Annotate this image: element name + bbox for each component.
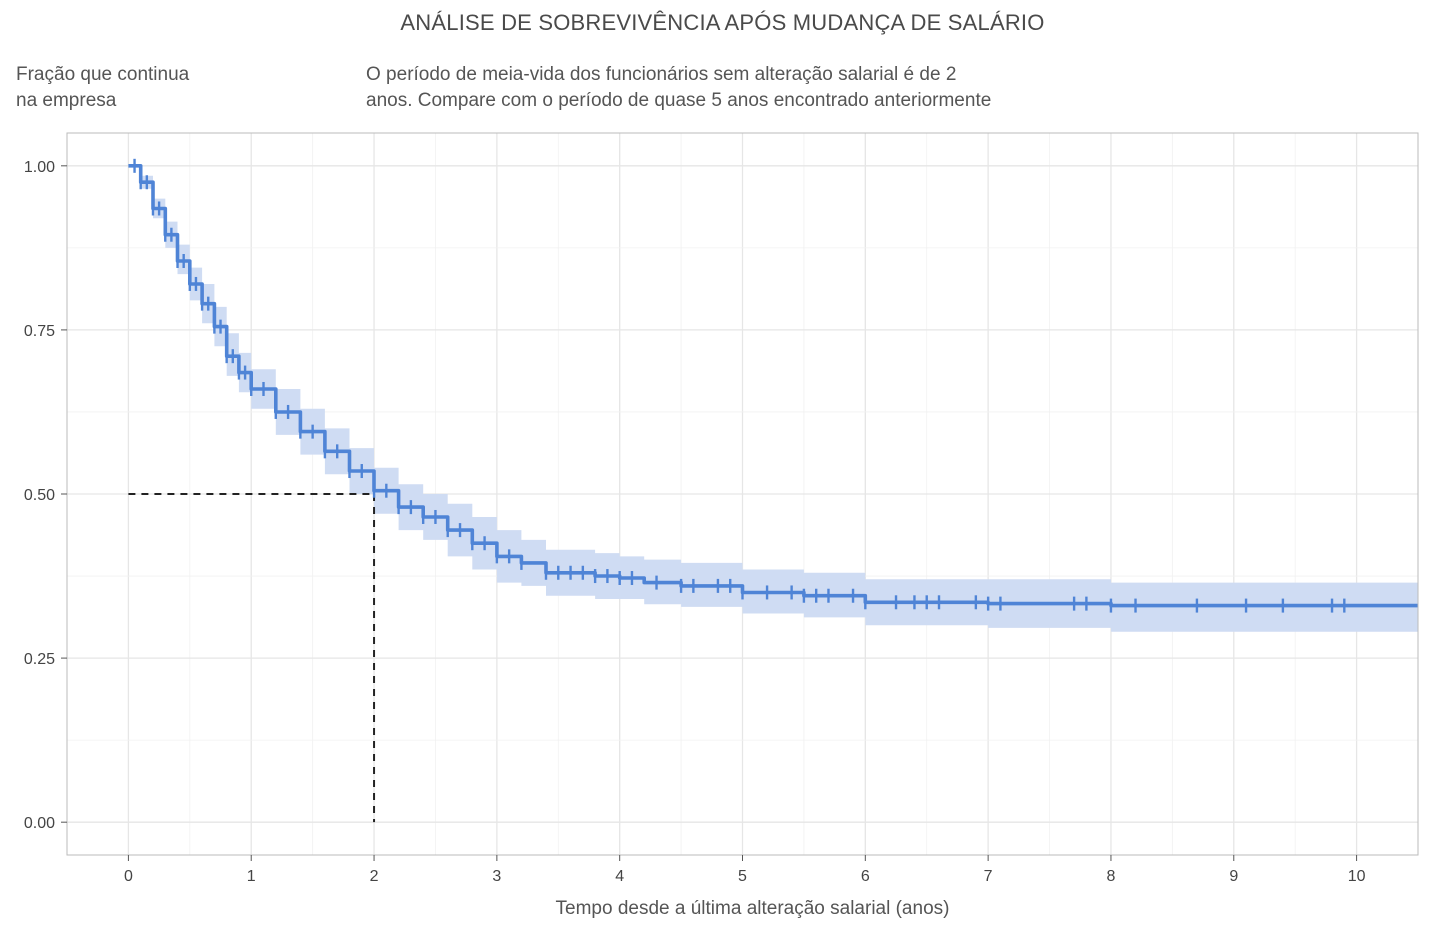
- confidence-band: [128, 165, 1418, 632]
- x-tick-label: 7: [984, 868, 993, 885]
- x-tick-label: 1: [247, 868, 256, 885]
- y-tick-label: 0.00: [24, 815, 55, 832]
- survival-line: [128, 164, 1418, 608]
- y-tick-label: 0.50: [24, 487, 55, 504]
- y-tick-label: 1.00: [24, 159, 55, 176]
- y-axis-ticks: 0.00 0.25 0.50 0.75 1.00: [24, 159, 67, 832]
- x-axis-label: Tempo desde a última alteração salarial …: [556, 898, 950, 919]
- y-tick-label: 0.25: [24, 651, 55, 668]
- y-tick-label: 0.75: [24, 323, 55, 340]
- x-tick-label: 10: [1348, 868, 1366, 885]
- censor-marks: [133, 158, 1346, 613]
- x-tick-label: 8: [1107, 868, 1116, 885]
- reference-lines: [128, 493, 376, 823]
- x-tick-label: 2: [370, 868, 379, 885]
- grid: [66, 133, 1418, 855]
- x-tick-label: 4: [615, 868, 624, 885]
- chart-title: ANÁLISE DE SOBREVIVÊNCIA APÓS MUDANÇA DE…: [400, 10, 1045, 35]
- x-tick-label: 3: [492, 868, 501, 885]
- x-axis-ticks: 0 1 2 3 4 5 6 7 8 9 10: [124, 855, 1366, 885]
- x-tick-label: 0: [124, 868, 133, 885]
- chart-subtitle: O período de meia-vida dos funcionários …: [366, 64, 992, 111]
- x-tick-label: 9: [1229, 868, 1238, 885]
- y-axis-label: Fração que continua na empresa: [16, 64, 190, 111]
- survival-line-layer: [128, 164, 1418, 608]
- x-tick-label: 5: [738, 868, 747, 885]
- x-tick-label: 6: [861, 868, 870, 885]
- confidence-band-layer: [128, 165, 1418, 632]
